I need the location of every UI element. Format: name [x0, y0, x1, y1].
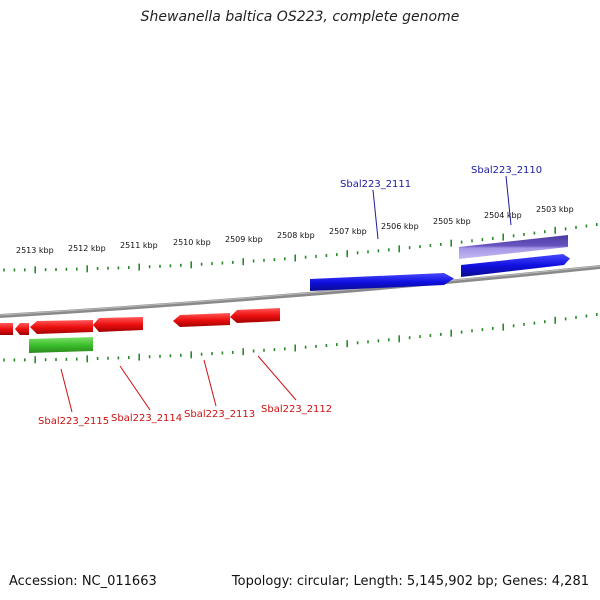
gene-sbal223-2112[interactable]	[230, 308, 280, 323]
reverse-genes	[0, 308, 280, 335]
scale-label: 2511 kbp	[120, 241, 158, 250]
gene-sbal223-2113[interactable]	[173, 313, 230, 327]
scale-label: 2512 kbp	[68, 244, 106, 253]
gene-sbal223-2110[interactable]	[461, 254, 570, 277]
rna-gene[interactable]	[29, 337, 93, 353]
leader-line	[203, 359, 217, 407]
gene-label-reverse[interactable]: Sbal223_2114	[111, 413, 182, 424]
outer-tick-track	[3, 223, 598, 274]
genome-backbone	[0, 265, 600, 318]
gene-label-reverse[interactable]: Sbal223_2112	[261, 404, 332, 415]
gene-sbal223-2111[interactable]	[310, 273, 454, 291]
scale-label: 2505 kbp	[433, 217, 471, 226]
scale-label: 2509 kbp	[225, 235, 263, 244]
leader-line	[257, 355, 297, 401]
gene-partial-left[interactable]	[0, 323, 13, 335]
scale-labels: 2513 kbp 2512 kbp 2511 kbp 2510 kbp 2509…	[16, 205, 574, 255]
gene-label-forward[interactable]: Sbal223_2110	[471, 165, 542, 176]
leader-line	[60, 368, 73, 413]
gene-sbal223-2115[interactable]	[30, 320, 93, 334]
scale-label: 2513 kbp	[16, 246, 54, 255]
leader-line	[119, 365, 151, 411]
scale-label: 2504 kbp	[484, 211, 522, 220]
map-title: Shewanella baltica OS223, complete genom…	[140, 9, 460, 25]
gene-label-forward[interactable]: Sbal223_2111	[340, 179, 411, 190]
genome-summary: Topology: circular; Length: 5,145,902 bp…	[231, 574, 589, 589]
scale-label: 2510 kbp	[173, 238, 211, 247]
label-leaders	[60, 175, 512, 413]
leader-line	[372, 189, 379, 240]
feature-sbal223-2110[interactable]	[459, 235, 568, 259]
scale-label: 2503 kbp	[536, 205, 574, 214]
gene-small[interactable]	[15, 323, 29, 335]
scale-label: 2506 kbp	[381, 222, 419, 231]
inner-tick-track	[3, 313, 598, 364]
scale-label: 2507 kbp	[329, 227, 367, 236]
gene-labels: Sbal223_2111 Sbal223_2110 Sbal223_2115 S…	[38, 165, 542, 427]
gene-sbal223-2114[interactable]	[93, 317, 143, 332]
scale-label: 2508 kbp	[277, 231, 315, 240]
gene-label-reverse[interactable]: Sbal223_2115	[38, 416, 109, 427]
genome-backbone-highlight	[0, 265, 600, 316]
forward-genes	[310, 254, 570, 291]
leader-line	[505, 175, 512, 226]
gene-label-reverse[interactable]: Sbal223_2113	[184, 409, 255, 420]
accession-label: Accession: NC_011663	[9, 574, 157, 589]
